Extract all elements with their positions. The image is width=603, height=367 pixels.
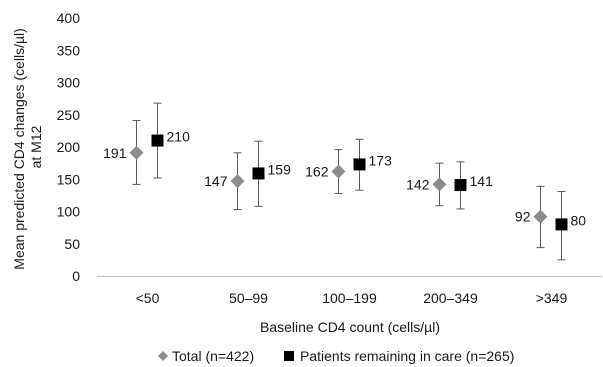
diamond-marker bbox=[432, 177, 447, 192]
y-tick-label: 250 bbox=[57, 107, 81, 123]
y-tick-label: 350 bbox=[57, 42, 81, 58]
x-axis-title: Baseline CD4 count (cells/µl) bbox=[260, 319, 440, 335]
square-marker bbox=[151, 134, 164, 147]
data-label: 80 bbox=[571, 212, 587, 228]
y-axis-title-line-1: Mean predicted CD4 changes (cells/µl) bbox=[11, 28, 27, 270]
legend-diamond-marker bbox=[158, 351, 168, 361]
y-tick-label: 0 bbox=[72, 268, 80, 284]
x-tick-label: 50–99 bbox=[229, 290, 268, 306]
legend: Total (n=422) Patients remaining in care … bbox=[158, 348, 514, 364]
y-axis-title: Mean predicted CD4 changes (cells/µl) at… bbox=[11, 24, 44, 269]
y-axis-title-line-2: at M12 bbox=[28, 125, 44, 168]
data-label: 191 bbox=[103, 145, 127, 161]
x-tick-label: >349 bbox=[536, 290, 568, 306]
square-marker bbox=[555, 218, 568, 231]
y-tick-label: 200 bbox=[57, 139, 81, 155]
data-label: 141 bbox=[470, 173, 494, 189]
legend-label-remaining: Patients remaining in care (n=265) bbox=[300, 348, 514, 364]
square-marker bbox=[252, 167, 265, 180]
legend-label-total: Total (n=422) bbox=[172, 348, 254, 364]
plot-area: 191 147 162 142 92 210 159 173 141 80 bbox=[103, 102, 587, 261]
data-label: 210 bbox=[167, 129, 191, 145]
data-label: 173 bbox=[369, 152, 393, 168]
y-tick-label: 150 bbox=[57, 171, 81, 187]
y-axis-ticks: 0 50 100 150 200 250 300 350 400 bbox=[57, 10, 81, 284]
series-total: 191 147 162 142 92 bbox=[103, 120, 548, 249]
y-tick-label: 50 bbox=[64, 236, 80, 252]
data-label: 159 bbox=[268, 161, 292, 177]
y-tick-label: 300 bbox=[57, 75, 81, 91]
x-tick-label: 200–349 bbox=[423, 290, 478, 306]
data-label: 92 bbox=[515, 209, 531, 225]
series-remaining-in-care: 210 159 173 141 80 bbox=[151, 102, 587, 261]
diamond-marker bbox=[533, 209, 548, 224]
y-tick-label: 100 bbox=[57, 204, 81, 220]
diamond-marker bbox=[129, 145, 144, 160]
diamond-marker bbox=[230, 174, 245, 189]
diamond-marker bbox=[331, 164, 346, 179]
data-label: 142 bbox=[406, 176, 430, 192]
data-label: 162 bbox=[305, 164, 329, 180]
data-label: 147 bbox=[204, 173, 228, 189]
legend-square-marker bbox=[284, 351, 294, 361]
x-axis-ticks: <50 50–99 100–199 200–349 >349 bbox=[136, 290, 568, 306]
square-marker bbox=[353, 158, 366, 171]
x-tick-label: 100–199 bbox=[322, 290, 377, 306]
square-marker bbox=[454, 179, 467, 192]
x-tick-label: <50 bbox=[136, 290, 160, 306]
y-tick-label: 400 bbox=[57, 10, 81, 26]
